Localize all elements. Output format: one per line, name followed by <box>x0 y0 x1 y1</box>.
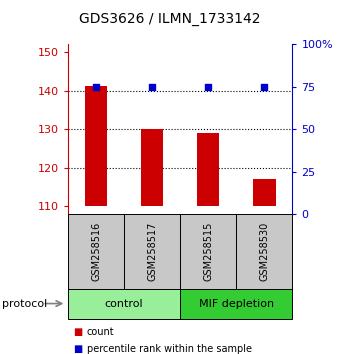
Bar <box>253 179 275 206</box>
Bar <box>141 129 163 206</box>
Text: ■: ■ <box>73 327 83 337</box>
Text: GDS3626 / ILMN_1733142: GDS3626 / ILMN_1733142 <box>79 12 261 27</box>
Text: GSM258530: GSM258530 <box>259 222 269 281</box>
Text: GSM258516: GSM258516 <box>91 222 101 281</box>
Bar <box>85 86 107 206</box>
Point <box>261 84 267 90</box>
Text: control: control <box>105 298 143 309</box>
Bar <box>197 133 219 206</box>
Text: MIF depletion: MIF depletion <box>199 298 274 309</box>
Point <box>93 84 99 90</box>
Text: protocol: protocol <box>2 298 47 309</box>
Point <box>205 84 211 90</box>
Text: percentile rank within the sample: percentile rank within the sample <box>87 344 252 354</box>
Text: count: count <box>87 327 114 337</box>
Text: GSM258515: GSM258515 <box>203 222 213 281</box>
Point <box>149 84 155 90</box>
Text: ■: ■ <box>73 344 83 354</box>
Text: GSM258517: GSM258517 <box>147 222 157 281</box>
